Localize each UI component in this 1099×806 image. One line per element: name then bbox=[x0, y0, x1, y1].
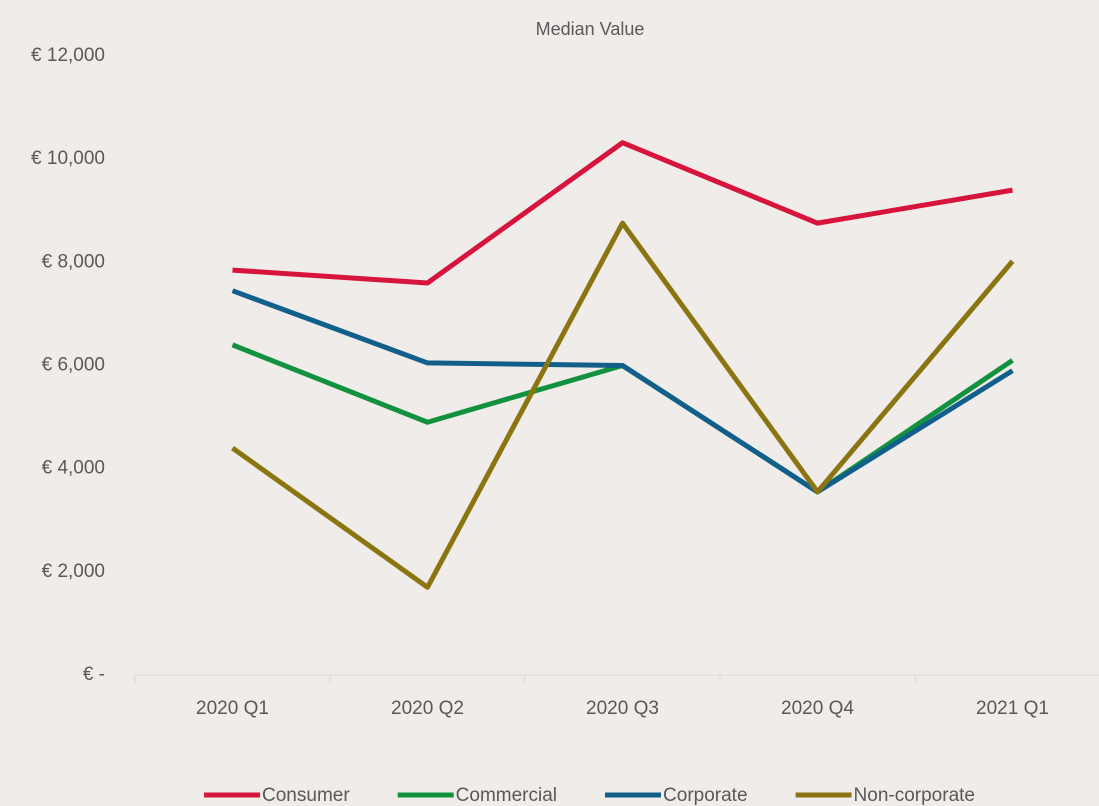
legend-label: Commercial bbox=[456, 785, 557, 806]
legend-label: Non-corporate bbox=[854, 785, 975, 806]
y-tick-label: € 10,000 bbox=[31, 148, 105, 169]
y-tick-label: € 12,000 bbox=[31, 45, 105, 66]
x-tick-label: 2020 Q3 bbox=[586, 698, 659, 719]
legend-label: Corporate bbox=[663, 785, 748, 806]
chart-title: Median Value bbox=[536, 19, 645, 39]
series-line bbox=[231, 220, 1015, 590]
series-line bbox=[231, 288, 1014, 495]
y-tick-label: € 8,000 bbox=[42, 251, 105, 272]
y-tick-label: € 4,000 bbox=[42, 458, 105, 479]
legend-label: Consumer bbox=[262, 785, 350, 806]
x-tick-label: 2020 Q1 bbox=[196, 698, 269, 719]
series-line bbox=[232, 140, 1013, 286]
y-tick-label: € 6,000 bbox=[42, 355, 105, 376]
x-tick-label: 2021 Q1 bbox=[976, 698, 1049, 719]
x-tick-label: 2020 Q4 bbox=[781, 698, 854, 719]
y-tick-label: € - bbox=[83, 664, 105, 685]
y-tick-label: € 2,000 bbox=[42, 561, 105, 582]
x-tick-label: 2020 Q2 bbox=[391, 698, 464, 719]
